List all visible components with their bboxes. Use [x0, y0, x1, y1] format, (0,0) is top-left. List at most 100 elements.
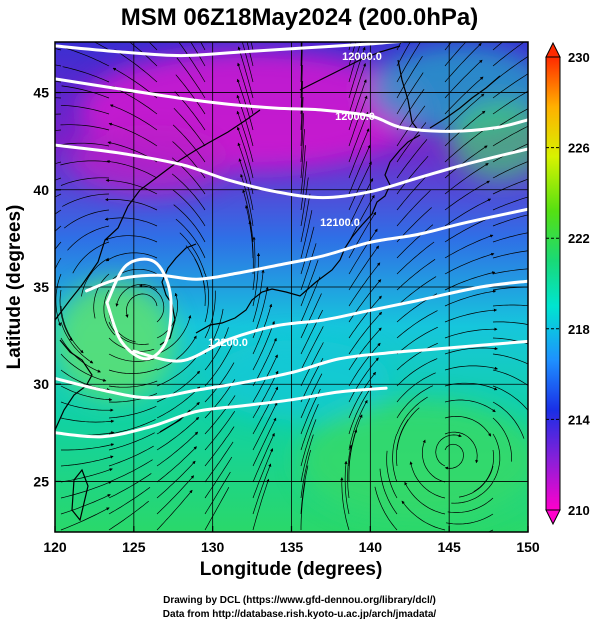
streamline [252, 374, 277, 419]
streamline [108, 445, 154, 467]
wind-arrow [378, 327, 382, 332]
streamline [492, 385, 528, 411]
streamline [156, 373, 198, 403]
streamline [204, 441, 234, 483]
streamline [348, 148, 369, 195]
wind-arrow [378, 295, 382, 300]
wind-arrow [108, 122, 114, 126]
streamline [444, 236, 490, 259]
streamline [492, 417, 512, 462]
streamline [60, 457, 110, 467]
streamline [444, 328, 494, 339]
streamline [252, 406, 276, 451]
streamline [396, 419, 409, 467]
streamline [204, 290, 216, 339]
wind-arrow [237, 46, 241, 51]
wind-arrow [374, 228, 378, 233]
page-title: MSM 06Z18May2024 (200.0hPa) [120, 4, 479, 31]
streamline [204, 345, 233, 387]
streamline [396, 139, 428, 179]
x-tick-label: 120 [43, 539, 67, 555]
streamline [55, 257, 62, 271]
x-tick-label: 130 [201, 539, 225, 555]
streamline [444, 415, 489, 434]
credit-line-data: Data from http://database.rish.kyoto-u.a… [162, 609, 437, 620]
wind-arrow [375, 357, 379, 362]
wind-arrow [8, 102, 12, 103]
streamline [72, 241, 110, 274]
wind-arrow [274, 354, 278, 359]
streamline [300, 259, 319, 307]
streamline [444, 291, 492, 307]
streamline [300, 309, 324, 355]
streamline [300, 404, 319, 451]
wind-arrow [475, 458, 479, 464]
wind-arrow [242, 189, 246, 194]
wind-arrow [89, 360, 94, 364]
wind-arrow [112, 67, 117, 71]
streamline [348, 330, 379, 371]
wind-arrow [32, 266, 33, 270]
wind-arrow [270, 448, 274, 453]
streamline [492, 401, 525, 439]
streamline [252, 421, 275, 467]
wind-arrow [491, 289, 497, 293]
streamline [379, 468, 398, 515]
streamline [143, 285, 165, 323]
wind-arrow [268, 463, 272, 468]
wind-arrow [273, 337, 277, 343]
streamline [300, 226, 315, 275]
streamline [348, 198, 373, 243]
streamline [396, 224, 434, 259]
streamline [252, 358, 277, 403]
wind-arrow [125, 313, 129, 318]
wind-arrow [109, 455, 114, 459]
streamline [156, 389, 198, 419]
wind-arrow [58, 321, 62, 327]
wind-arrow [188, 314, 192, 320]
wind-arrow [116, 32, 119, 34]
streamline [55, 48, 62, 51]
wind-arrow [485, 180, 490, 184]
height-contour-0 [55, 42, 412, 58]
wind-arrow [195, 416, 200, 421]
streamline [109, 235, 158, 243]
wind-arrow [115, 302, 119, 307]
wind-arrow [444, 466, 450, 470]
wind-arrow [236, 94, 240, 100]
height-contour-6 [55, 339, 528, 400]
streamline [238, 130, 254, 179]
streamline [492, 42, 525, 67]
streamline [451, 481, 494, 504]
streamline [300, 326, 324, 371]
streamline [60, 177, 110, 186]
contour-label: 12100.0 [320, 217, 360, 229]
streamline [108, 405, 157, 419]
streamline [60, 385, 108, 400]
streamline [444, 200, 488, 227]
wind-arrow [409, 461, 413, 466]
streamline [204, 308, 224, 355]
x-axis-label: Longitude (degrees) [200, 559, 383, 580]
streamline [374, 486, 398, 531]
streamline [300, 113, 305, 163]
y-tick-label: 30 [33, 376, 49, 392]
streamline [396, 342, 438, 371]
coastline-taiwan [71, 468, 89, 522]
streamline [156, 449, 194, 483]
streamline [396, 56, 423, 99]
coastline-korea [159, 243, 197, 346]
streamline [108, 473, 152, 499]
wind-arrow [271, 432, 275, 438]
wind-arrow [237, 142, 241, 148]
streamline [103, 289, 116, 336]
streamline [396, 105, 426, 147]
streamline [300, 276, 321, 323]
streamline [492, 214, 528, 227]
colorbar-min-triangle [545, 509, 561, 526]
streamline [126, 293, 158, 314]
streamline [172, 124, 206, 163]
streamline [252, 390, 277, 435]
streamline [204, 362, 235, 403]
streamline [204, 410, 236, 451]
